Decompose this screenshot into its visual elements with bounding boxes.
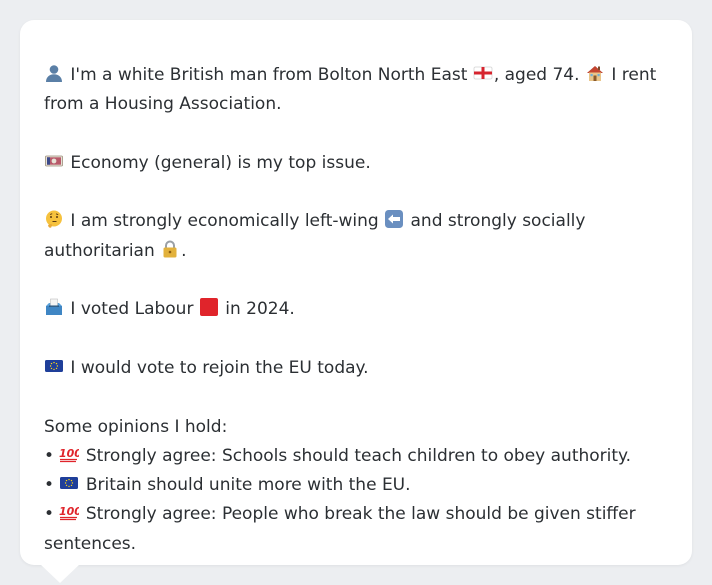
svg-text:100: 100 <box>59 505 79 518</box>
house-icon <box>585 63 605 83</box>
ideology-text-2: and strongly socially authoritarian <box>44 211 586 261</box>
opinion-item: • 100 Strongly agree: People who break t… <box>44 500 668 559</box>
england-flag-icon <box>473 63 493 83</box>
intro-text-2: , aged 74. <box>493 65 580 85</box>
opinion-text: Strongly agree: People who break the law… <box>44 504 636 554</box>
ideology-paragraph: I am strongly economically left-wing and… <box>44 207 668 266</box>
ideology-text-1: I am strongly economically left-wing <box>70 211 379 232</box>
banknote-icon <box>44 151 64 171</box>
hundred-points-icon: 100 <box>59 502 79 522</box>
eu-flag-icon <box>44 356 64 376</box>
opinion-text: Britain should unite more with the EU. <box>85 475 411 496</box>
bullet: • <box>44 445 55 466</box>
opinions-section: Some opinions I hold: • 100 Strongly agr… <box>44 413 668 559</box>
intro-text-1: I'm a white British man from Bolton Nort… <box>70 65 468 85</box>
issue-paragraph: Economy (general) is my top issue. <box>44 149 668 178</box>
thinking-face-icon <box>44 209 64 229</box>
vote-text-2: in 2024. <box>225 299 295 320</box>
eu-flag-icon <box>59 473 79 493</box>
bullet: • <box>44 475 55 496</box>
intro-text-3: I rent from a Housing Association. <box>44 65 657 115</box>
lock-icon <box>160 239 180 259</box>
opinion-text: Strongly agree: Schools should teach chi… <box>85 445 632 466</box>
ideology-text-3: . <box>181 240 187 261</box>
ballot-box-icon <box>44 297 64 317</box>
svg-text:100: 100 <box>59 447 79 460</box>
bullet: • <box>44 504 55 525</box>
vote-paragraph: I voted Labour in 2024. <box>44 295 668 324</box>
intro-paragraph: I'm a white British man from Bolton Nort… <box>44 61 668 120</box>
eu-paragraph: I would vote to rejoin the EU today. <box>44 354 668 383</box>
opinion-item: • Britain should unite more with the EU. <box>44 471 668 500</box>
hundred-points-icon: 100 <box>59 444 79 464</box>
opinions-heading: Some opinions I hold: <box>44 416 228 437</box>
persona-message-bubble: I'm a white British man from Bolton Nort… <box>20 20 692 565</box>
eu-text: I would vote to rejoin the EU today. <box>70 357 369 378</box>
opinion-item: • 100 Strongly agree: Schools should tea… <box>44 442 668 471</box>
left-arrow-icon <box>384 209 404 229</box>
issue-text: Economy (general) is my top issue. <box>70 152 371 173</box>
vote-text-1: I voted Labour <box>70 299 194 320</box>
message-bubble-tail <box>40 564 80 583</box>
red-square-icon <box>199 297 219 317</box>
person-silhouette-icon <box>44 63 64 83</box>
